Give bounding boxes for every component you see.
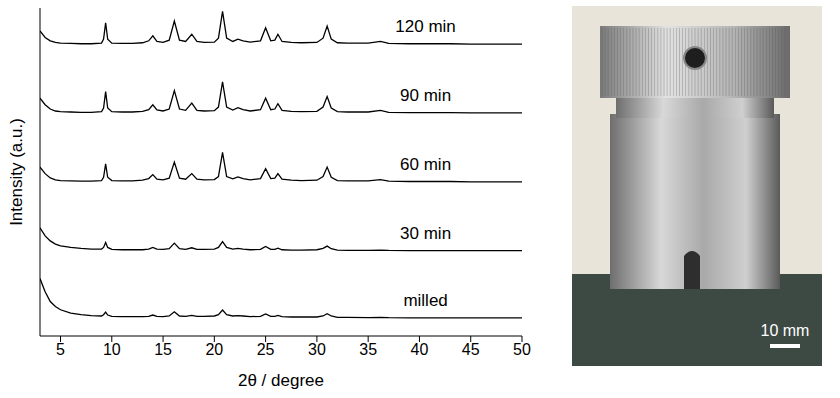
svg-text:2θ / degree: 2θ / degree <box>238 371 324 390</box>
svg-text:90 min: 90 min <box>400 86 451 105</box>
svg-text:25: 25 <box>257 341 275 358</box>
svg-text:10: 10 <box>103 341 121 358</box>
svg-text:50: 50 <box>513 341 531 358</box>
svg-text:40: 40 <box>411 341 429 358</box>
svg-text:35: 35 <box>359 341 377 358</box>
svg-text:45: 45 <box>462 341 480 358</box>
svg-text:30 min: 30 min <box>400 224 451 243</box>
svg-text:10 mm: 10 mm <box>761 322 810 339</box>
svg-text:15: 15 <box>154 341 172 358</box>
svg-text:5: 5 <box>56 341 65 358</box>
svg-text:20: 20 <box>205 341 223 358</box>
svg-text:120 min: 120 min <box>395 17 455 36</box>
svg-text:milled: milled <box>403 291 447 310</box>
svg-text:Intensity (a.u.): Intensity (a.u.) <box>7 118 26 226</box>
svg-text:60 min: 60 min <box>400 155 451 174</box>
svg-text:30: 30 <box>308 341 326 358</box>
